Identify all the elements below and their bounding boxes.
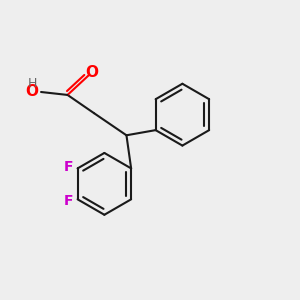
Text: F: F [63,194,73,208]
Text: H: H [28,77,37,90]
Text: O: O [85,65,98,80]
Text: O: O [25,84,38,99]
Text: F: F [63,160,73,174]
